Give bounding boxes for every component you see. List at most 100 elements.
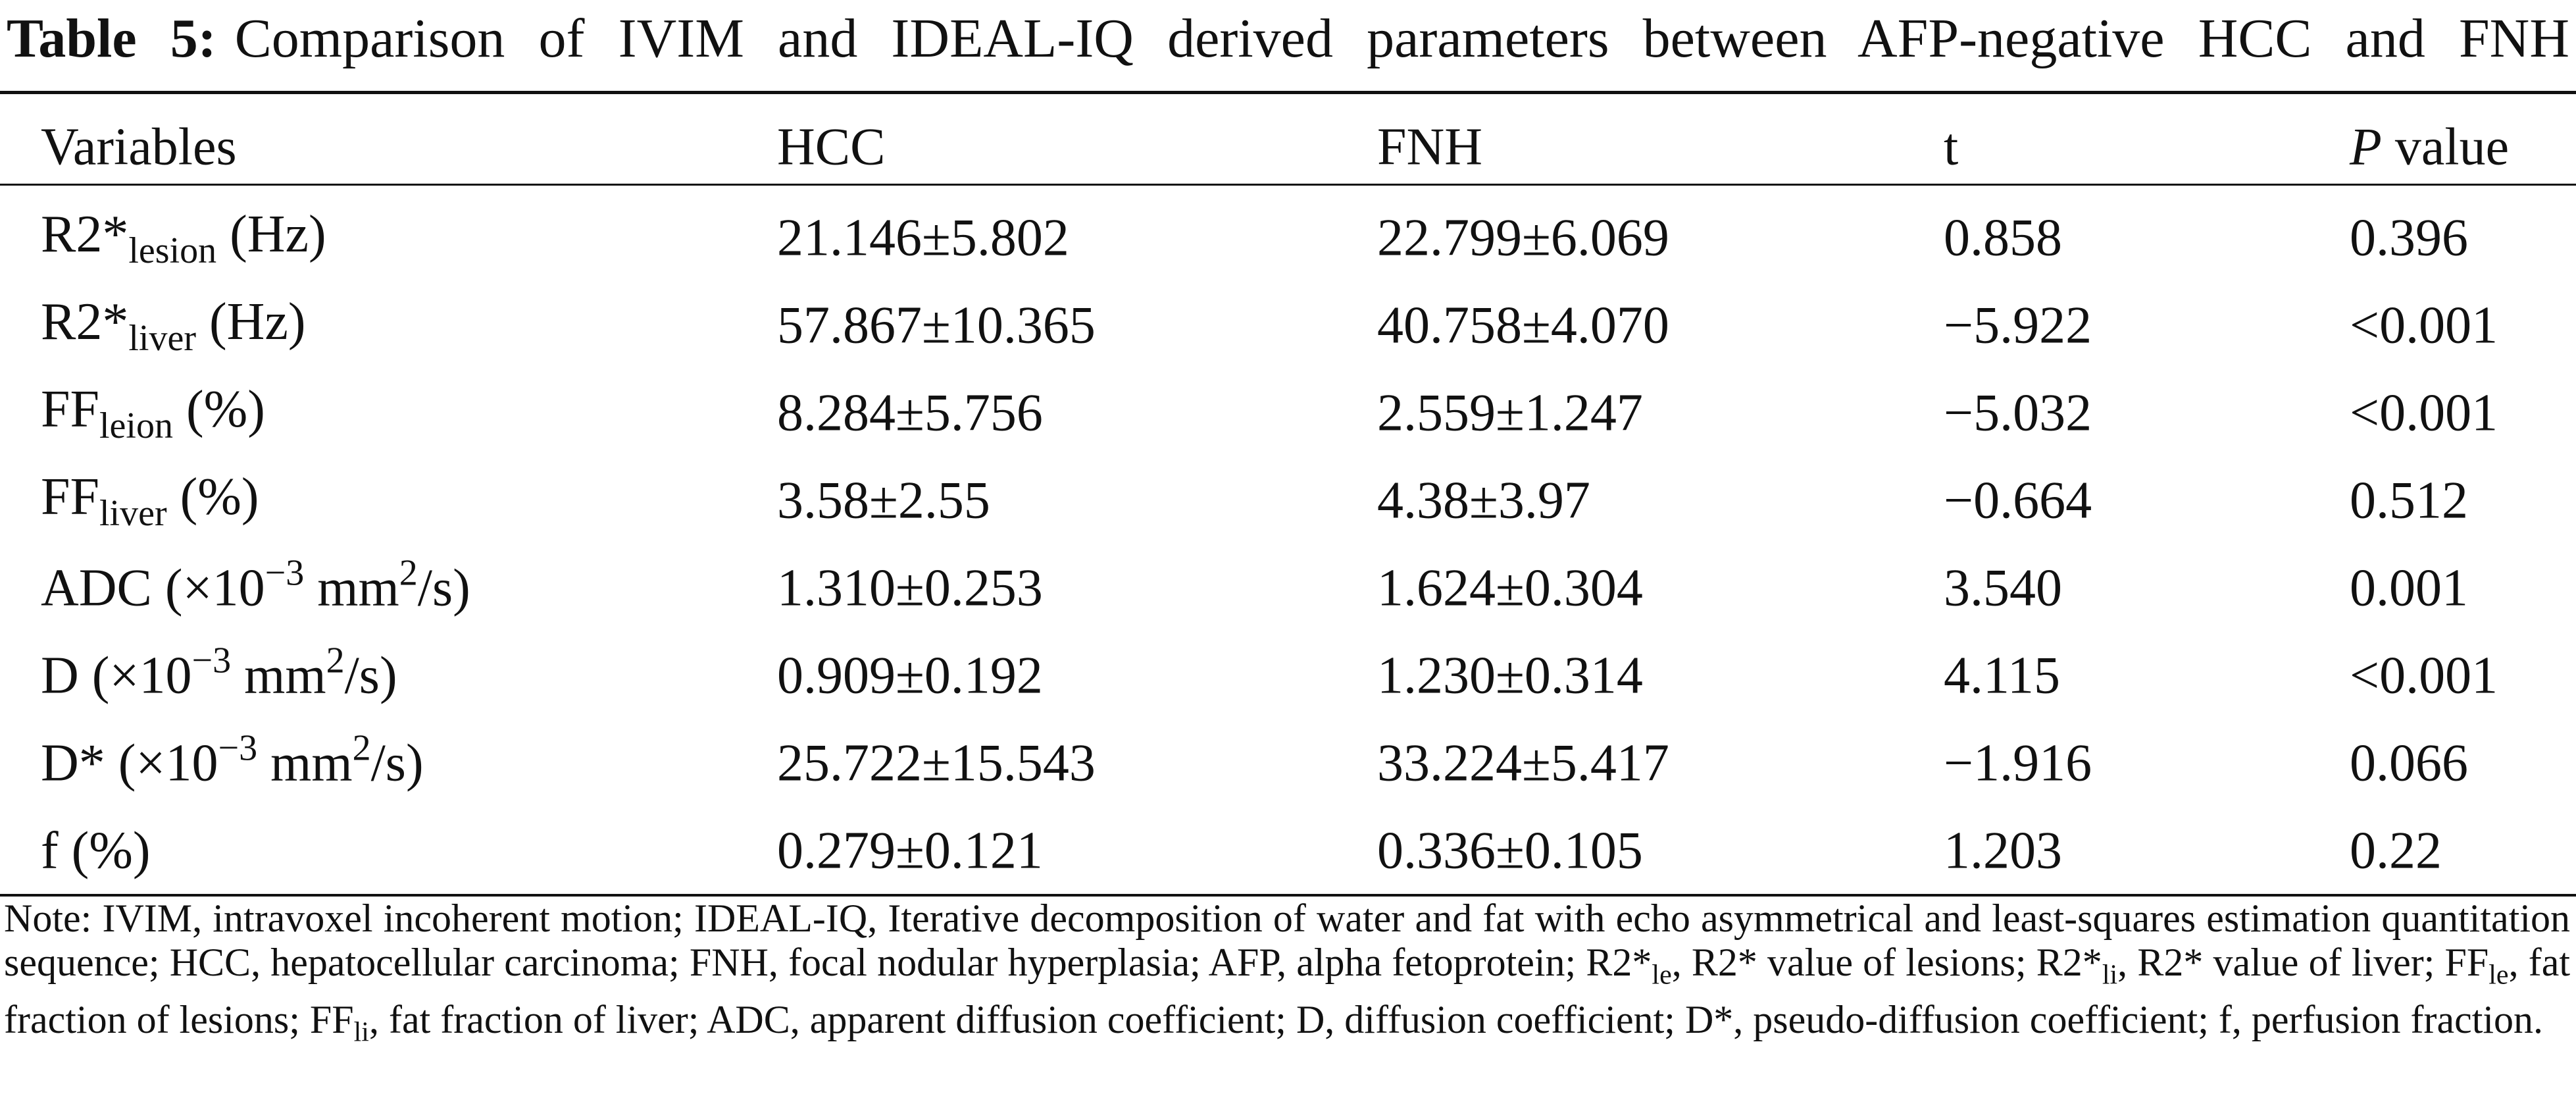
cell-text: 0.858 [1944, 209, 2062, 267]
table-cell: 0.336±0.105 [1377, 821, 1643, 881]
table-cell: 0.066 [2350, 734, 2468, 794]
table-cell: 40.758±4.070 [1377, 296, 1669, 356]
table-cell: 8.284±5.756 [777, 384, 1043, 444]
cell-text: 0.001 [2350, 559, 2468, 617]
text-text: D (×10 [41, 646, 192, 705]
table-title: Table 5: Comparison of IVIM and IDEAL-IQ … [7, 7, 2569, 70]
cell-text: <0.001 [2350, 384, 2498, 442]
text-sup: 2 [326, 640, 345, 681]
text-sub: liver [99, 492, 167, 534]
table-cell: D* (×10−3 mm2/s) [41, 730, 424, 794]
table-cell: −1.916 [1944, 734, 2092, 794]
table-cell: 0.22 [2350, 821, 2442, 881]
table-cell: 2.559±1.247 [1377, 384, 1643, 444]
cell-text: 3.58±2.55 [777, 471, 990, 530]
cell-text: 1.203 [1944, 821, 2062, 880]
table-cell: 3.540 [1944, 559, 2062, 619]
text-text: D* (×10 [41, 734, 218, 793]
table-cell: FNH [1377, 118, 1482, 178]
text-text: FF [41, 380, 99, 439]
text-sub: liver [128, 317, 196, 359]
table-cell: <0.001 [2350, 296, 2498, 356]
table-cell: 25.722±15.543 [777, 734, 1096, 794]
table-cell: 1.624±0.304 [1377, 559, 1643, 619]
text-text: /s) [344, 646, 397, 705]
text-text: , R2* value of lesions; R2* [1671, 941, 2102, 984]
table-cell: −5.922 [1944, 296, 2092, 356]
text-sub: lesion [128, 230, 217, 271]
table-cell: 1.310±0.253 [777, 559, 1043, 619]
table-cell: f (%) [41, 821, 151, 881]
text-text: mm [257, 734, 353, 793]
table-cell: 33.224±5.417 [1377, 734, 1669, 794]
table-cell: 0.858 [1944, 209, 2062, 269]
table-label: Table 5: [7, 8, 216, 69]
text-text: , fat fraction of lesions; FF [4, 941, 2571, 1041]
table-cell: 1.230±0.314 [1377, 646, 1643, 706]
table-cell: 1.203 [1944, 821, 2062, 881]
text-italic: P [2350, 118, 2382, 176]
text-sub: li [2102, 960, 2118, 991]
table-row: FFleion (%) 8.284±5.756 2.559±1.247 −5.032 <… [0, 370, 2576, 457]
title-text: Comparison of IVIM and IDEAL-IQ derived … [234, 8, 2569, 69]
cell-text: 0.512 [2350, 471, 2468, 530]
text-text: /s) [417, 559, 470, 617]
cell-text: 0.279±0.121 [777, 821, 1043, 880]
cell-text: 4.115 [1944, 646, 2061, 705]
text-sub: leion [99, 405, 173, 446]
cell-text: 2.559±1.247 [1377, 384, 1643, 442]
table-cell: FFliver (%) [41, 467, 259, 534]
cell-text: 0.066 [2350, 734, 2468, 793]
cell-text: −0.664 [1944, 471, 2092, 530]
text-text: ADC (×10 [41, 559, 265, 617]
table-row: f (%) 0.279±0.121 0.336±0.105 1.203 0.22 [0, 808, 2576, 895]
cell-text: 3.540 [1944, 559, 2062, 617]
text-text: , R2* value of liver; FF [2117, 941, 2489, 984]
table-cell: 57.867±10.365 [777, 296, 1096, 356]
cell-text: −5.032 [1944, 384, 2092, 442]
table-note: Note: IVIM, intravoxel incoherent motion… [4, 897, 2570, 1055]
cell-text: HCC [777, 118, 886, 176]
table-row: R2*lesion (Hz) 21.146±5.802 22.799±6.069 0.… [0, 195, 2576, 282]
cell-text: −5.922 [1944, 296, 2092, 355]
text-sup: 2 [399, 552, 418, 594]
table-cell: t [1944, 118, 1958, 178]
table-cell: 4.38±3.97 [1377, 471, 1590, 531]
table-cell: HCC [777, 118, 886, 178]
cell-text: 33.224±5.417 [1377, 734, 1669, 793]
header-rule [0, 184, 2576, 186]
table-cell: 4.115 [1944, 646, 2060, 706]
table-row: R2*liver (Hz) 57.867±10.365 40.758±4.070 −5… [0, 282, 2576, 369]
text-sup: 2 [352, 727, 371, 769]
table-row: D* (×10−3 mm2/s) 25.722±15.543 33.224±5.41… [0, 720, 2576, 807]
header-row: Variables HCC FNH t P value [0, 104, 2576, 191]
cell-text: 25.722±15.543 [777, 734, 1096, 793]
table-cell: −5.032 [1944, 384, 2092, 444]
table-cell: 22.799±6.069 [1377, 209, 1669, 269]
cell-text: <0.001 [2350, 296, 2498, 355]
cell-text: 22.799±6.069 [1377, 209, 1669, 267]
cell-text: −1.916 [1944, 734, 2092, 793]
text-text: /s) [370, 734, 424, 793]
cell-text: 8.284±5.756 [777, 384, 1043, 442]
text-sub: le [1652, 960, 1672, 991]
text-text: Note: IVIM, intravoxel incoherent motion… [4, 897, 2570, 984]
table-row: D (×10−3 mm2/s) 0.909±0.192 1.230±0.314 4.1… [0, 633, 2576, 719]
cell-text: 57.867±10.365 [777, 296, 1096, 355]
text-text: (%) [172, 380, 265, 439]
text-text: , fat fraction of liver; ADC, apparent d… [368, 997, 2544, 1041]
bottom-rule [0, 894, 2576, 897]
cell-text: 1.624±0.304 [1377, 559, 1643, 617]
text-text: value [2381, 118, 2510, 176]
table-cell: 0.279±0.121 [777, 821, 1043, 881]
cell-text: 0.336±0.105 [1377, 821, 1643, 880]
text-text: (%) [166, 468, 259, 527]
table-cell: 0.909±0.192 [777, 646, 1043, 706]
table-row: ADC (×10−3 mm2/s) 1.310±0.253 1.624±0.304 3… [0, 545, 2576, 632]
table-cell: 0.512 [2350, 471, 2468, 531]
table-cell: 0.396 [2350, 209, 2468, 269]
cell-text: 40.758±4.070 [1377, 296, 1669, 355]
table-cell: FFleion (%) [41, 380, 265, 447]
cell-text: 0.396 [2350, 209, 2468, 267]
table-cell: D (×10−3 mm2/s) [41, 642, 397, 706]
